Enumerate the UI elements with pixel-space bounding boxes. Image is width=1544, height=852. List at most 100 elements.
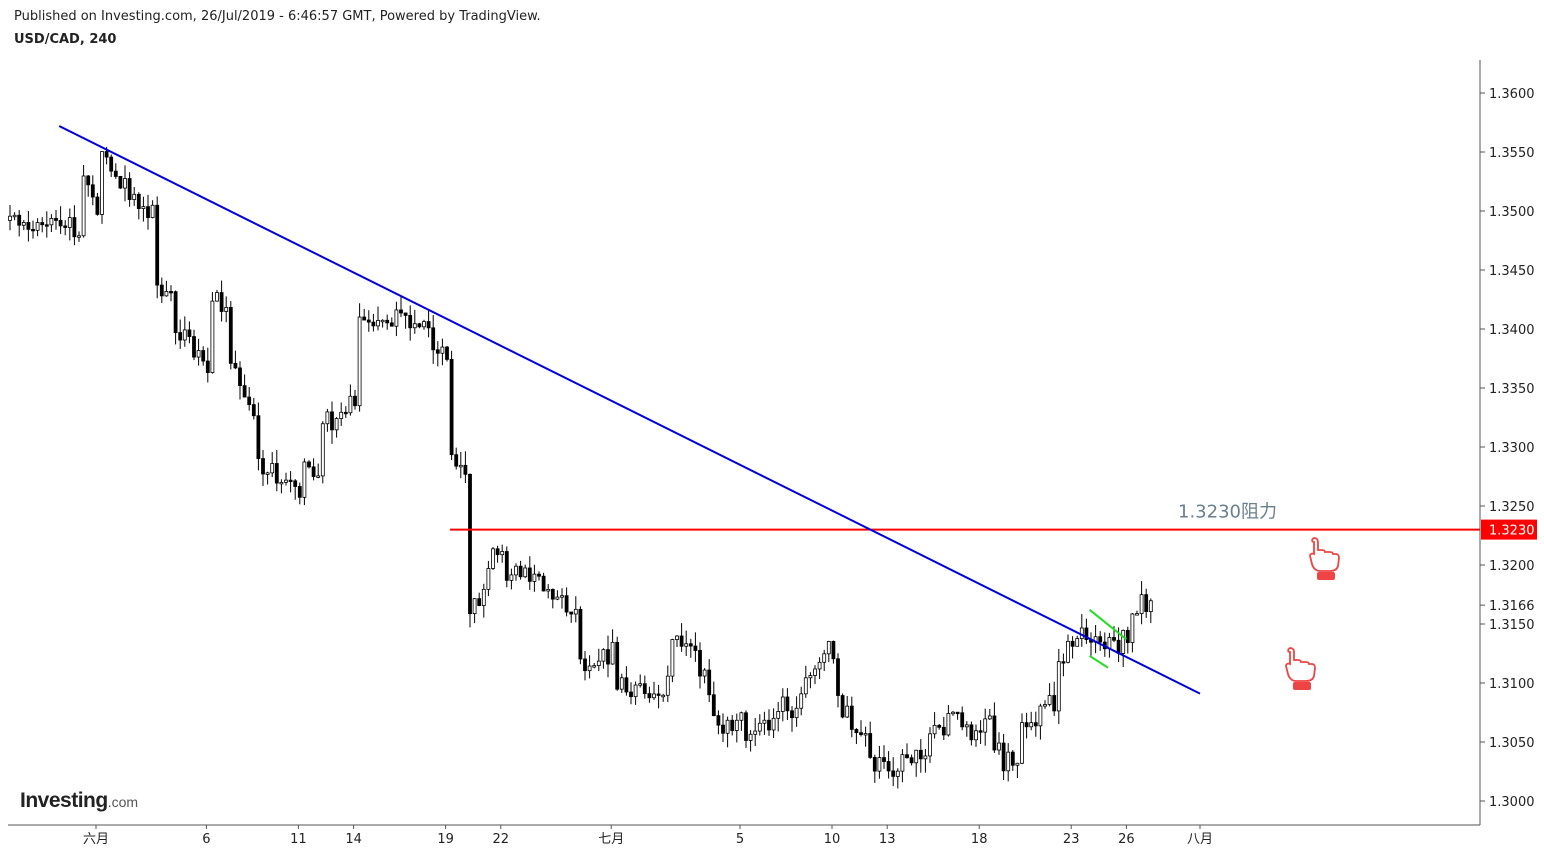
candle-down xyxy=(118,176,123,189)
candle-down xyxy=(564,595,569,613)
candle-up xyxy=(224,307,229,312)
candle-down xyxy=(389,322,394,327)
last-price-label: 1.3166 xyxy=(1489,599,1535,614)
candle-up xyxy=(725,719,730,734)
candle-up xyxy=(845,705,850,718)
candle-down xyxy=(58,220,63,227)
candle-down xyxy=(905,754,909,759)
candle-down xyxy=(578,608,583,660)
candle-down xyxy=(247,396,252,405)
candle-up xyxy=(320,423,325,477)
candle-up xyxy=(1121,629,1126,654)
candle-down xyxy=(155,204,160,286)
candle-down xyxy=(518,565,523,578)
candle-up xyxy=(100,151,104,215)
candle-down xyxy=(95,196,100,215)
candle-up xyxy=(665,675,670,696)
candle-up xyxy=(780,696,785,712)
candle-up xyxy=(1075,638,1080,647)
candle-up xyxy=(210,300,215,373)
candle-down xyxy=(836,658,840,696)
candle-up xyxy=(1148,600,1153,613)
candle-down xyxy=(178,332,183,341)
candle-up xyxy=(1130,613,1135,643)
y-tick-label: 1.3350 xyxy=(1489,382,1535,397)
candle-down xyxy=(192,336,196,358)
candle-up xyxy=(596,660,601,666)
candle-up xyxy=(895,770,900,777)
candle-down xyxy=(1001,742,1006,772)
candle-up xyxy=(440,346,445,354)
x-tick-label: 11 xyxy=(290,832,307,847)
candle-down xyxy=(187,329,192,337)
y-tick-label: 1.3600 xyxy=(1489,87,1535,102)
candle-up xyxy=(573,608,578,615)
candle-down xyxy=(891,770,896,777)
candle-down xyxy=(297,486,302,498)
x-tick-label: 六月 xyxy=(83,832,109,847)
candle-up xyxy=(757,722,762,732)
candle-up xyxy=(67,217,72,228)
x-tick-label: 6 xyxy=(202,832,210,847)
candle-up xyxy=(1029,722,1034,728)
published-caption: Published on Investing.com, 26/Jul/2019 … xyxy=(14,9,541,24)
candle-up xyxy=(182,329,187,341)
candle-down xyxy=(960,712,965,728)
candle-down xyxy=(716,715,721,726)
candle-down xyxy=(785,696,790,712)
candle-down xyxy=(109,156,114,172)
candle-up xyxy=(601,649,606,662)
candle-up xyxy=(279,481,284,485)
y-tick-label: 1.3400 xyxy=(1489,323,1535,338)
trendline-line xyxy=(58,125,1201,695)
candle-up xyxy=(771,717,776,731)
candle-down xyxy=(201,350,206,362)
candle-down xyxy=(311,466,316,477)
candle-down xyxy=(537,573,541,577)
candle-down xyxy=(606,649,610,665)
candle-up xyxy=(670,639,675,677)
candle-down xyxy=(569,611,574,615)
candle-up xyxy=(491,548,495,569)
candle-up xyxy=(486,568,491,590)
symbol-caption: USD/CAD, 240 xyxy=(14,32,117,47)
candle-up xyxy=(813,668,817,676)
candle-down xyxy=(624,677,629,693)
candle-down xyxy=(468,473,472,614)
y-tick-label: 1.3300 xyxy=(1489,441,1535,456)
x-tick-label: 22 xyxy=(493,832,510,847)
y-tick-label: 1.3000 xyxy=(1489,795,1535,810)
candle-up xyxy=(132,193,137,200)
candle-down xyxy=(1084,627,1089,640)
candle-down xyxy=(17,214,22,226)
candle-down xyxy=(1033,722,1038,727)
candle-up xyxy=(877,757,882,772)
y-tick-label: 1.3500 xyxy=(1489,205,1535,220)
candle-down xyxy=(1098,636,1103,643)
x-tick-label: 14 xyxy=(345,832,362,847)
candle-down xyxy=(1052,695,1057,712)
candle-down xyxy=(868,733,873,758)
candle-down xyxy=(136,193,141,209)
x-tick-label: 七月 xyxy=(598,832,624,847)
candle-down xyxy=(146,206,150,218)
candle-up xyxy=(357,316,362,407)
candle-up xyxy=(150,204,155,218)
candle-up xyxy=(987,715,992,720)
candle-down xyxy=(790,710,794,719)
candle-up xyxy=(123,178,127,189)
candle-up xyxy=(803,677,808,695)
candle-up xyxy=(376,320,380,327)
candle-up xyxy=(817,661,822,670)
candle-down xyxy=(1024,722,1029,728)
candle-down xyxy=(615,641,620,690)
candle-down xyxy=(228,307,233,364)
candle-up xyxy=(422,321,426,328)
x-tick-label: 10 xyxy=(824,832,841,847)
candle-down xyxy=(399,309,403,314)
candle-up xyxy=(1015,762,1020,766)
candle-up xyxy=(702,669,707,677)
x-tick-label: 26 xyxy=(1118,832,1135,847)
candle-down xyxy=(330,411,334,431)
candle-down xyxy=(435,349,440,354)
